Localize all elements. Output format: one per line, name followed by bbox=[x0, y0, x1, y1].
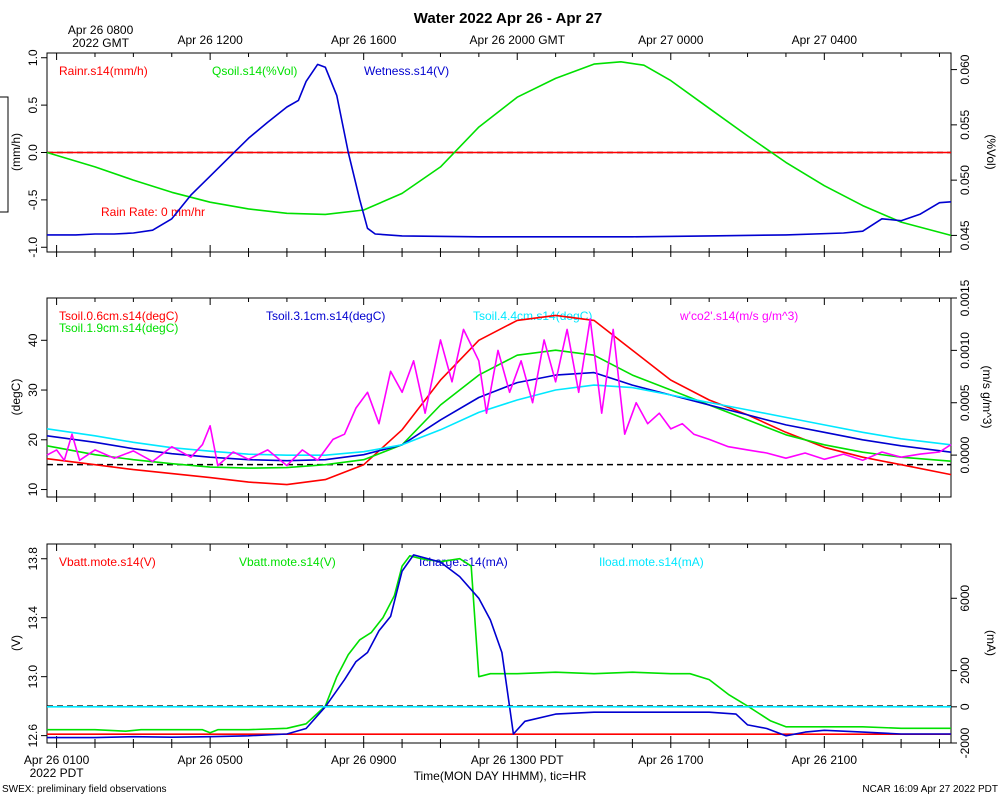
top-time-tick-label: Apr 26 1600 bbox=[331, 33, 397, 47]
water-panel: (mm/h) (%Vol) Rainr.s14(mm/h) Qsoil.s14(… bbox=[9, 49, 998, 258]
y-left-tick-label: 30 bbox=[26, 383, 40, 397]
y-left-tick-label: 13.4 bbox=[26, 606, 40, 630]
y-left-tick-label: 40 bbox=[26, 333, 40, 347]
tsoil-axis-ticks: 10 20 30 40 0.0000 0.0005 0.0010 0.0015 bbox=[26, 279, 972, 502]
series-line-tsoil-1-9cm-s14-degc- bbox=[46, 349, 952, 469]
legend-vbatt-red: Vbatt.mote.s14(V) bbox=[59, 555, 156, 569]
legend-wetness: Wetness.s14(V) bbox=[364, 64, 449, 78]
tsoil-panel-frame bbox=[46, 297, 952, 498]
legend-rainr: Rainr.s14(mm/h) bbox=[59, 64, 148, 78]
top-time-tick-label: Apr 26 2000 GMT bbox=[470, 33, 566, 47]
y-left-tick-label: 12.6 bbox=[26, 724, 40, 748]
y-left-tick-label: 20 bbox=[26, 433, 40, 447]
bottom-time-tick-label: Apr 26 0100 bbox=[24, 753, 90, 767]
y-right-tick-label: 0.0010 bbox=[958, 332, 972, 369]
legend-tsoil-4.4: Tsoil.4.4cm.s14(degC) bbox=[473, 309, 592, 323]
legend-tsoil-3.1: Tsoil.3.1cm.s14(degC) bbox=[266, 309, 385, 323]
y-right-tick-label: 0 bbox=[958, 703, 972, 710]
power-panel-frame bbox=[46, 543, 952, 744]
bottom-time-tick-label: Apr 26 2100 bbox=[792, 753, 858, 767]
footer-left: SWEX: preliminary field observations bbox=[2, 784, 167, 795]
tsoil-series-lines bbox=[46, 314, 952, 486]
power-right-axis-label: (mA) bbox=[984, 630, 998, 656]
rain-rate-annotation: Rain Rate: 0 mm/hr bbox=[101, 205, 205, 219]
legend-iload: Iload.mote.s14(mA) bbox=[599, 555, 704, 569]
water-right-axis-label: (%Vol) bbox=[984, 134, 998, 169]
y-right-tick-label: 6000 bbox=[958, 585, 972, 612]
x-axis-label: Time(MON DAY HHMM), tic=HR bbox=[414, 769, 587, 783]
y-left-tick-label: 13.8 bbox=[26, 547, 40, 571]
series-line-qsoil-s14-vol- bbox=[46, 61, 952, 237]
y-left-tick-label: 10 bbox=[26, 483, 40, 497]
chart-title: Water 2022 Apr 26 - Apr 27 bbox=[414, 10, 602, 27]
series-line-tsoil-4-4cm-s14-degc- bbox=[46, 384, 952, 456]
series-line-wetness-s14-v- bbox=[47, 63, 952, 238]
y-left-tick-label: 0.5 bbox=[26, 96, 40, 113]
footer-right: NCAR 16:09 Apr 27 2022 PDT bbox=[862, 784, 998, 795]
bottom-time-tick-label: Apr 26 1300 PDT bbox=[471, 753, 564, 767]
legend-wco2: w'co2'.s14(m/s g/m^3) bbox=[679, 309, 798, 323]
legend-tsoil-1.9: Tsoil.1.9cm.s14(degC) bbox=[59, 321, 178, 335]
bottom-time-tick-label: Apr 26 0900 bbox=[331, 753, 397, 767]
y-right-tick-label: 0.0005 bbox=[958, 384, 972, 421]
y-right-tick-label: -2000 bbox=[958, 727, 972, 758]
top-time-tick-label: 2022 GMT bbox=[72, 36, 129, 50]
bottom-time-tick-label: Apr 26 0500 bbox=[177, 753, 243, 767]
top-time-tick-label: Apr 26 0800 bbox=[68, 23, 134, 37]
tsoil-panel: (degC) (m/s g/m^3) Tsoil.0.6cm.s14(degC)… bbox=[9, 279, 994, 502]
y-right-tick-label: 0.045 bbox=[958, 220, 972, 250]
tsoil-right-axis-label: (m/s g/m^3) bbox=[980, 366, 994, 429]
top-time-tick-label: Apr 27 0000 bbox=[638, 33, 704, 47]
series-line-w-co2-s14-m-s-g-m-3- bbox=[46, 318, 952, 467]
bottom-time-tick-label: Apr 26 1700 bbox=[638, 753, 704, 767]
water-series-lines bbox=[46, 61, 952, 238]
y-right-tick-label: 0.050 bbox=[958, 165, 972, 195]
power-left-axis-label: (V) bbox=[9, 635, 23, 651]
legend-vbatt-green: Vbatt.mote.s14(V) bbox=[239, 555, 336, 569]
y-right-tick-label: 0.0000 bbox=[958, 436, 972, 473]
bottom-time-tick-label: 2022 PDT bbox=[30, 766, 85, 780]
legend-tsoil-0.6: Tsoil.0.6cm.s14(degC) bbox=[59, 309, 178, 323]
y-left-tick-label: -0.5 bbox=[26, 189, 40, 210]
y-right-tick-label: 0.0015 bbox=[958, 279, 972, 316]
series-line-tsoil-3-1cm-s14-degc- bbox=[46, 371, 952, 462]
y-right-tick-label: 2000 bbox=[958, 657, 972, 684]
series-line-icharge-s14-ma- bbox=[47, 554, 951, 739]
water-left-axis-label: (mm/h) bbox=[9, 133, 23, 171]
top-time-tick-label: Apr 26 1200 bbox=[177, 33, 243, 47]
series-line-tsoil-0-6cm-s14-degc- bbox=[46, 314, 952, 486]
y-right-tick-label: 0.060 bbox=[958, 54, 972, 84]
power-panel: (V) (mA) Vbatt.mote.s14(V) Vbatt.mote.s1… bbox=[9, 543, 998, 758]
y-left-tick-label: 0.0 bbox=[26, 144, 40, 161]
y-left-tick-label: 1.0 bbox=[26, 49, 40, 66]
water-axis-ticks: -1.0 -0.5 0.0 0.5 1.0 0.045 0.050 0.055 0.060 bbox=[26, 49, 972, 258]
y-left-tick-label: 13.0 bbox=[26, 665, 40, 689]
tsoil-left-axis-label: (degC) bbox=[9, 379, 23, 416]
y-right-tick-label: 0.055 bbox=[958, 110, 972, 140]
legend-qsoil: Qsoil.s14(%Vol) bbox=[212, 64, 297, 78]
top-time-tick-label: Apr 27 0400 bbox=[792, 33, 858, 47]
y-left-tick-label: -1.0 bbox=[26, 237, 40, 258]
left-edge-bracket bbox=[0, 96, 9, 213]
power-series-lines bbox=[47, 554, 951, 739]
